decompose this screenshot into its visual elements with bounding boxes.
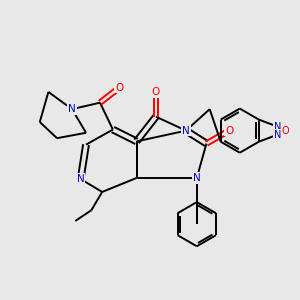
Text: N: N: [274, 130, 281, 140]
Text: N: N: [274, 122, 281, 132]
Text: N: N: [182, 126, 190, 136]
Text: N: N: [193, 173, 201, 183]
Text: O: O: [282, 126, 290, 136]
Text: N: N: [77, 174, 85, 184]
Text: O: O: [115, 82, 124, 93]
Text: O: O: [225, 126, 233, 136]
Text: N: N: [68, 104, 76, 114]
Text: O: O: [152, 87, 160, 97]
